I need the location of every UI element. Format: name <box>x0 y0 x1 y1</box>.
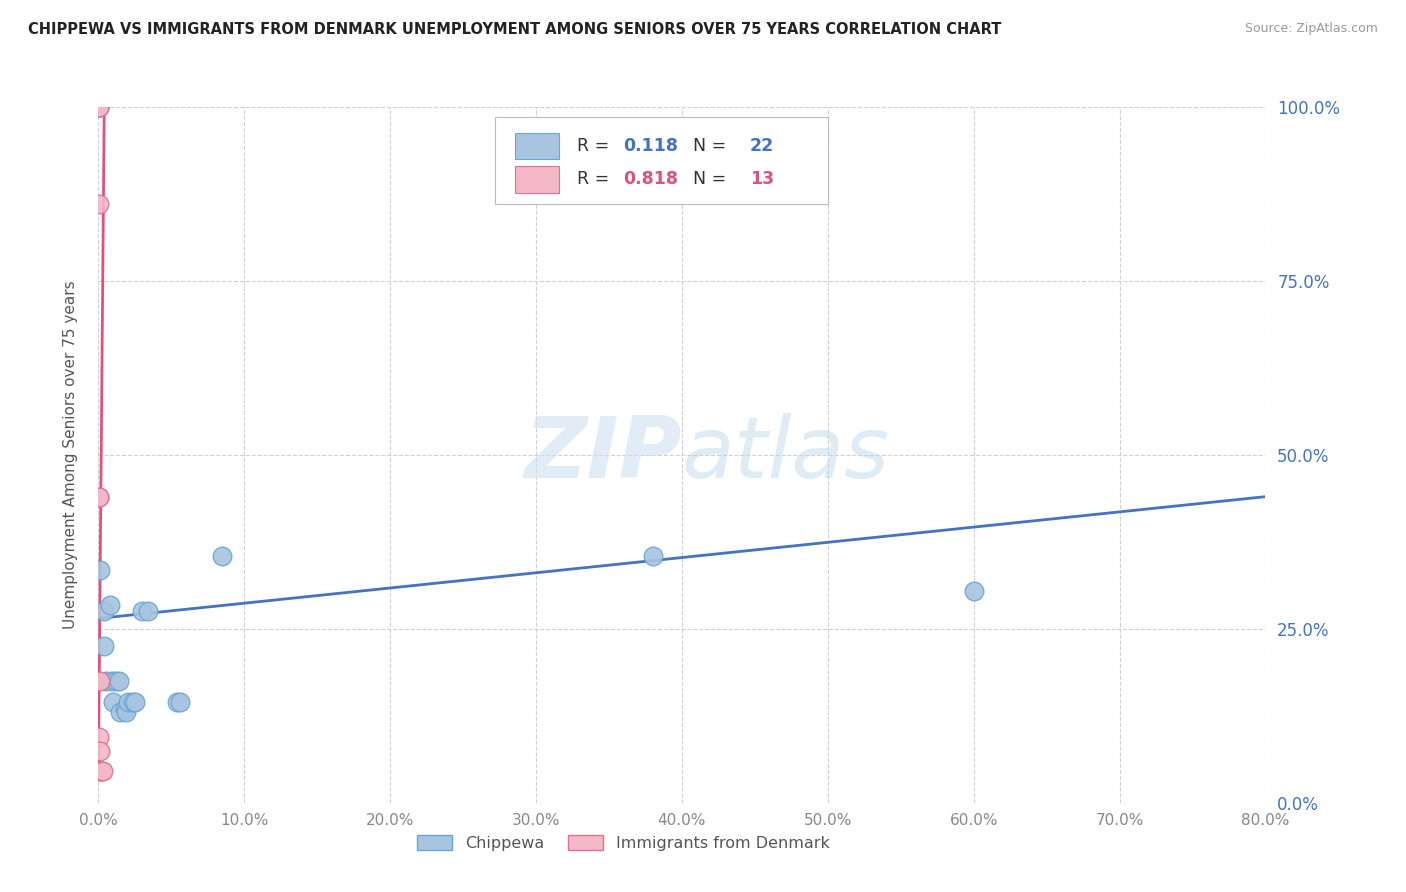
Point <box>100 674 122 689</box>
Point <box>94 674 117 689</box>
Point <box>89 744 111 758</box>
Point <box>89 490 111 504</box>
Text: 0.818: 0.818 <box>623 170 679 188</box>
Text: R =: R = <box>576 170 614 188</box>
Point <box>101 695 124 709</box>
FancyBboxPatch shape <box>515 166 560 193</box>
Text: R =: R = <box>576 137 614 155</box>
Point <box>91 764 114 779</box>
Point <box>136 605 159 619</box>
Point <box>131 605 153 619</box>
Text: N =: N = <box>682 170 731 188</box>
Text: Source: ZipAtlas.com: Source: ZipAtlas.com <box>1244 22 1378 36</box>
Point <box>166 695 188 709</box>
Text: atlas: atlas <box>682 413 890 497</box>
FancyBboxPatch shape <box>515 133 560 159</box>
Legend: Chippewa, Immigrants from Denmark: Chippewa, Immigrants from Denmark <box>411 829 837 857</box>
Point <box>89 197 111 211</box>
Point <box>93 639 115 653</box>
Point <box>641 549 664 563</box>
Point <box>110 706 132 720</box>
FancyBboxPatch shape <box>495 118 828 204</box>
Text: 0.118: 0.118 <box>623 137 679 155</box>
Point <box>89 764 111 779</box>
Point <box>169 695 191 709</box>
Y-axis label: Unemployment Among Seniors over 75 years: Unemployment Among Seniors over 75 years <box>63 281 77 629</box>
Point <box>114 702 136 716</box>
Text: CHIPPEWA VS IMMIGRANTS FROM DENMARK UNEMPLOYMENT AMONG SENIORS OVER 75 YEARS COR: CHIPPEWA VS IMMIGRANTS FROM DENMARK UNEM… <box>28 22 1001 37</box>
Text: 13: 13 <box>749 170 773 188</box>
Text: 22: 22 <box>749 137 773 155</box>
Point <box>115 706 138 720</box>
Point <box>108 674 131 689</box>
Point <box>211 549 233 563</box>
Point <box>89 100 111 114</box>
Text: N =: N = <box>682 137 731 155</box>
Point <box>89 674 111 689</box>
Point <box>104 674 127 689</box>
Point <box>90 764 112 779</box>
Text: ZIP: ZIP <box>524 413 682 497</box>
Point <box>89 490 111 504</box>
Point <box>89 100 111 114</box>
Point <box>124 695 146 709</box>
Point <box>93 605 115 619</box>
Point <box>962 583 984 598</box>
Point <box>98 598 121 612</box>
Point <box>89 100 111 114</box>
Point <box>90 764 112 779</box>
Point <box>122 695 145 709</box>
Point <box>89 730 111 744</box>
Point <box>89 563 111 577</box>
Point <box>117 695 139 709</box>
